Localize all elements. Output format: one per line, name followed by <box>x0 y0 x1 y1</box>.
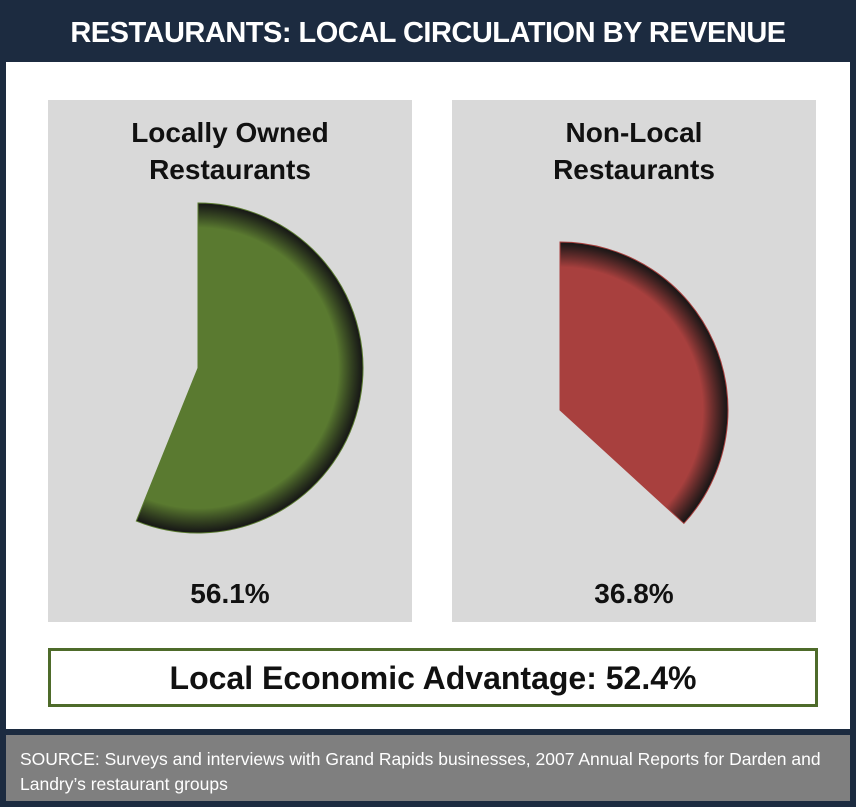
pie-slice <box>559 241 729 525</box>
chart-title: Non-Local Restaurants <box>553 117 715 185</box>
source-note: SOURCE: Surveys and interviews with Gran… <box>6 735 850 801</box>
chart-panel: Locally Owned Restaurants 56.1% <box>48 100 412 622</box>
chart-title: Locally Owned Restaurants <box>131 117 329 185</box>
pie-slice <box>135 202 364 534</box>
chart-panel: Non-Local Restaurants 36.8% <box>452 100 816 622</box>
value-label: 56.1% <box>190 578 270 609</box>
pie-chart <box>135 202 364 534</box>
pie-chart <box>559 241 729 525</box>
body: Locally Owned Restaurants 56.1% Non-Local … <box>6 62 850 729</box>
value-label: 36.8% <box>594 578 674 609</box>
header-title: RESTAURANTS: LOCAL CIRCULATION BY REVENU… <box>70 17 786 49</box>
advantage-box: Local Economic Advantage: 52.4% <box>48 648 818 707</box>
